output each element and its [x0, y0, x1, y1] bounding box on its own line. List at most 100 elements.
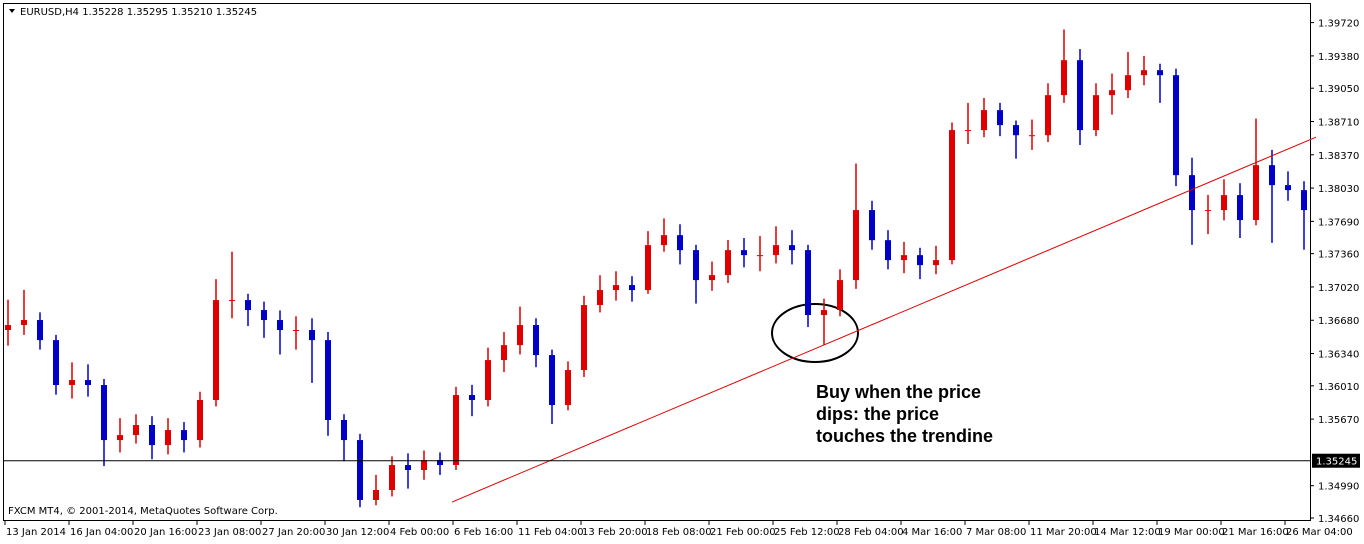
menu-arrow	[9, 9, 15, 13]
chart-title: EURUSD,H4 1.35228 1.35295 1.35210 1.3524…	[20, 7, 257, 18]
candle-body	[725, 250, 731, 276]
candle-body	[821, 310, 827, 316]
candle-body	[1189, 175, 1195, 211]
y-tick-label: 1.37360	[1318, 250, 1359, 261]
candle-body	[1013, 125, 1019, 136]
candle-body	[613, 285, 619, 291]
candle-body	[997, 110, 1003, 126]
candle-body	[757, 255, 763, 257]
candle-body	[549, 355, 555, 406]
x-tick-label: 26 Mar 04:00	[1286, 527, 1353, 538]
candle-body	[229, 300, 235, 302]
candle-body	[1285, 185, 1291, 191]
footer: FXCM MT4, © 2001-2014, MetaQuotes Softwa…	[8, 506, 278, 517]
candle-body	[1109, 90, 1115, 96]
x-tick-label: 20 Jan 16:00	[134, 527, 197, 538]
x-tick-label: 18 Feb 08:00	[646, 527, 712, 538]
candle-body	[901, 255, 907, 261]
candle-body	[789, 245, 795, 251]
annotation: touches the trendine	[816, 426, 993, 446]
x-tick-label: 4 Mar 16:00	[902, 527, 962, 538]
y-tick-label: 1.39720	[1318, 19, 1359, 30]
candle-body	[293, 330, 299, 332]
x-tick-label: 21 Feb 00:00	[710, 527, 776, 538]
candle-body	[197, 400, 203, 441]
candle-body	[517, 325, 523, 346]
candle-body	[917, 255, 923, 266]
candle-body	[341, 419, 347, 441]
y-tick-label: 1.39380	[1318, 52, 1359, 63]
x-tick-label: 14 Mar 12:00	[1094, 527, 1161, 538]
y-tick-label: 1.37020	[1318, 283, 1359, 294]
candle-body	[1141, 70, 1147, 76]
y-tick-label: 1.36010	[1318, 382, 1359, 393]
candle-body	[1205, 210, 1211, 212]
x-tick-label: 25 Feb 12:00	[774, 527, 840, 538]
candle-body	[469, 395, 475, 401]
current-price-box	[1312, 453, 1360, 468]
x-tick-label: 4 Feb 00:00	[390, 527, 449, 538]
candle-body	[1093, 95, 1099, 131]
y-tick-label: 1.34990	[1318, 482, 1359, 493]
candle-body	[1221, 195, 1227, 211]
candle-body	[101, 385, 107, 441]
candle-body	[85, 380, 91, 386]
candle-body	[853, 210, 859, 281]
candle-body	[1269, 165, 1275, 186]
candle-body	[1157, 70, 1163, 76]
candle-body	[37, 320, 43, 341]
y-tick-label: 1.36680	[1318, 316, 1359, 327]
y-tick-label: 1.38710	[1318, 117, 1359, 128]
candle-body	[1077, 60, 1083, 131]
candle-body	[389, 465, 395, 490]
y-tick-label: 1.35670	[1318, 415, 1359, 426]
candle-body	[741, 250, 747, 256]
candle-body	[405, 465, 411, 471]
candle-body	[53, 340, 59, 386]
candle-body	[533, 325, 539, 356]
candle-body	[501, 345, 507, 361]
candle-body	[325, 340, 331, 420]
candle-body	[421, 460, 427, 471]
candle-body	[1125, 75, 1131, 91]
x-tick-label: 30 Jan 12:00	[326, 527, 389, 538]
y-tick-label: 1.39050	[1318, 84, 1359, 95]
candle-body	[245, 300, 251, 311]
y-tick-label: 1.34660	[1318, 514, 1359, 525]
candle-body	[965, 130, 971, 132]
candle-body	[1061, 60, 1067, 96]
candle-body	[21, 320, 27, 326]
y-tick-label: 1.36340	[1318, 350, 1359, 361]
candle-body	[181, 430, 187, 441]
x-tick-label: 11 Feb 04:00	[518, 527, 584, 538]
y-tick-label: 1.38030	[1318, 184, 1359, 195]
candle-body	[69, 380, 75, 386]
candle-body	[1173, 75, 1179, 176]
x-tick-label: 11 Mar 20:00	[1030, 527, 1097, 538]
candle-body	[933, 260, 939, 266]
candle-body	[677, 235, 683, 251]
annotation: Buy when the price	[816, 382, 981, 402]
x-tick-label: 27 Jan 20:00	[262, 527, 325, 538]
candle-body	[1301, 190, 1307, 211]
candle-body	[885, 240, 891, 261]
candle-body	[213, 300, 219, 401]
candle-body	[485, 360, 491, 401]
candle-body	[261, 310, 267, 321]
candle-body	[165, 430, 171, 446]
x-tick-label: 23 Jan 08:00	[198, 527, 261, 538]
candle-body	[1237, 195, 1243, 221]
candle-body	[309, 330, 315, 341]
candle-body	[357, 440, 363, 500]
x-tick-label: 13 Jan 2014	[6, 527, 66, 538]
highlight-ellipse	[771, 303, 859, 363]
candle-body	[949, 130, 955, 261]
candle-body	[597, 290, 603, 306]
x-tick-label: 6 Feb 16:00	[454, 527, 513, 538]
candle-body	[117, 435, 123, 441]
candle-body	[437, 460, 443, 466]
candle-body	[869, 210, 875, 241]
y-tick-label: 1.38370	[1318, 151, 1359, 162]
candle-body	[373, 489, 379, 500]
